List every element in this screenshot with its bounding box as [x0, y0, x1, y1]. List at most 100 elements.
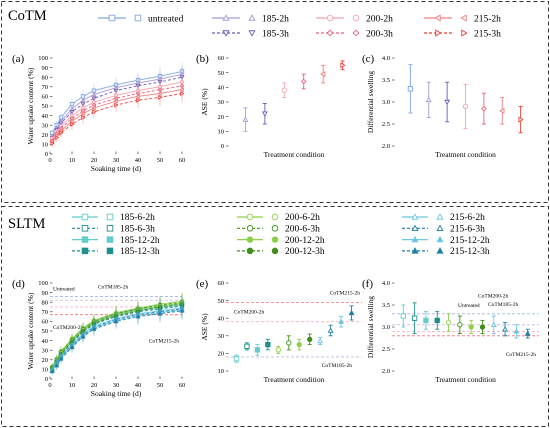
legend-marker	[246, 213, 254, 221]
reference-label: CoTM215-2h	[506, 352, 537, 358]
y-tick-label: 0	[45, 376, 48, 383]
legend-marker	[271, 225, 279, 232]
x-axis-label: Treatment condition	[435, 375, 496, 384]
legend-marker	[460, 14, 467, 22]
legend-label: 200-6-2h	[285, 213, 320, 223]
panel-e: (e) 10 20 30 40 50 60 Treatment condition ASE (%…	[196, 278, 362, 384]
x-axis-label: Treatment condition	[435, 150, 496, 159]
legend-label: 185-12-3h	[120, 247, 160, 257]
data-point	[50, 140, 55, 146]
data-point	[327, 327, 334, 333]
legend-label: 185-6-2h	[120, 213, 155, 223]
legend-marker	[106, 247, 114, 255]
data-point	[338, 318, 345, 324]
x-tick-label: 10	[69, 157, 76, 164]
data-point	[180, 91, 185, 96]
x-tick-label: 20	[91, 157, 98, 164]
legend-label: 215-12-3h	[450, 247, 490, 257]
data-point	[502, 326, 509, 332]
y-tick-label: 90	[42, 290, 49, 297]
x-tick-label: 10	[69, 382, 76, 389]
data-point	[425, 96, 432, 103]
legend-marker	[246, 236, 254, 243]
legend-label: 200-12-2h	[285, 236, 325, 246]
legend-marker	[411, 213, 419, 220]
x-tick-label: 60	[179, 157, 186, 164]
y-tick-label: 40	[218, 315, 225, 322]
data-point	[254, 347, 261, 353]
panel-label: (a)	[12, 53, 25, 65]
legend-marker	[246, 225, 254, 232]
y-axis-label: Differential swelling	[366, 71, 375, 133]
data-point	[265, 341, 271, 348]
y-tick-label: 10	[218, 368, 225, 375]
data-point	[411, 315, 418, 321]
reference-label: CoTM215-2h	[330, 290, 361, 296]
data-point	[296, 341, 302, 348]
data-point	[490, 321, 497, 328]
legend-marker	[435, 29, 442, 37]
data-point	[518, 116, 524, 123]
legend-marker	[352, 14, 360, 22]
reference-label: CoTM185-2h	[98, 284, 129, 290]
data-point	[157, 311, 163, 316]
data-point	[275, 347, 281, 353]
y-tick-label: 50	[42, 103, 49, 110]
data-point	[242, 116, 249, 122]
x-tick-label: 40	[135, 157, 142, 164]
data-point	[91, 326, 97, 331]
y-tick-label: 3.5	[382, 302, 390, 309]
data-point	[434, 317, 440, 324]
data-point	[457, 322, 463, 328]
legend-marker	[222, 30, 230, 37]
legend-marker	[271, 213, 279, 221]
y-tick-label: 100	[38, 280, 48, 287]
panel-label: (e)	[196, 278, 209, 290]
x-tick-label: 50	[157, 382, 164, 389]
panel-c: (c) 2.0 2.5 3.0 3.5 4.0 Treatment condition Dif…	[362, 53, 524, 159]
y-tick-label: 70	[42, 84, 49, 91]
series-line	[51, 73, 183, 137]
reference-label: CoTM185-2h	[322, 363, 353, 369]
y-tick-label: 20	[42, 357, 49, 364]
y-tick-label: 80	[42, 74, 49, 81]
data-point	[113, 318, 119, 324]
y-axis-label: ASE (%)	[200, 313, 209, 341]
legend-label: 185-2h	[262, 14, 289, 24]
data-point	[92, 109, 97, 115]
y-tick-label: 3.0	[382, 324, 390, 331]
data-point	[70, 121, 75, 127]
y-tick-label: 10	[42, 367, 49, 374]
panel-label: (b)	[196, 53, 209, 65]
data-point	[54, 362, 60, 368]
data-point	[81, 115, 86, 120]
y-tick-label: 4.0	[382, 55, 390, 62]
legend-marker	[411, 224, 419, 231]
y-tick-label: 20	[218, 114, 225, 121]
panel-a: (a) 0 10 20 30 40 50 60 70 80 90 100 0 10 20 30 40 50 60 So…	[12, 53, 185, 173]
data-point	[136, 97, 141, 103]
legend-label: 215-12-2h	[450, 236, 490, 246]
data-point	[407, 86, 414, 92]
panel-b: (b) 0 10 20 30 40 50 60 Treatment condition ASE (…	[196, 53, 346, 159]
legend-label: 215-6-3h	[450, 225, 485, 235]
y-axis-label: Differential swelling	[366, 296, 375, 358]
reference-label: CoTM200-2h	[234, 310, 265, 316]
data-point	[179, 308, 185, 313]
x-tick-label: 20	[91, 382, 98, 389]
data-point	[513, 328, 520, 334]
x-tick-label: 40	[135, 382, 142, 389]
legend-marker	[271, 247, 279, 255]
data-point	[49, 368, 55, 374]
data-point	[80, 334, 86, 339]
legend-marker	[436, 213, 444, 220]
x-tick-label: 0	[48, 382, 51, 389]
data-point	[479, 324, 486, 330]
legend-marker	[411, 247, 419, 254]
legend-marker	[106, 225, 114, 232]
y-axis-label: ASE (%)	[200, 88, 209, 116]
sltm-title: SLTM	[8, 216, 45, 232]
y-tick-label: 2.5	[382, 121, 390, 128]
data-point	[135, 313, 141, 319]
y-tick-label: 40	[42, 113, 49, 120]
